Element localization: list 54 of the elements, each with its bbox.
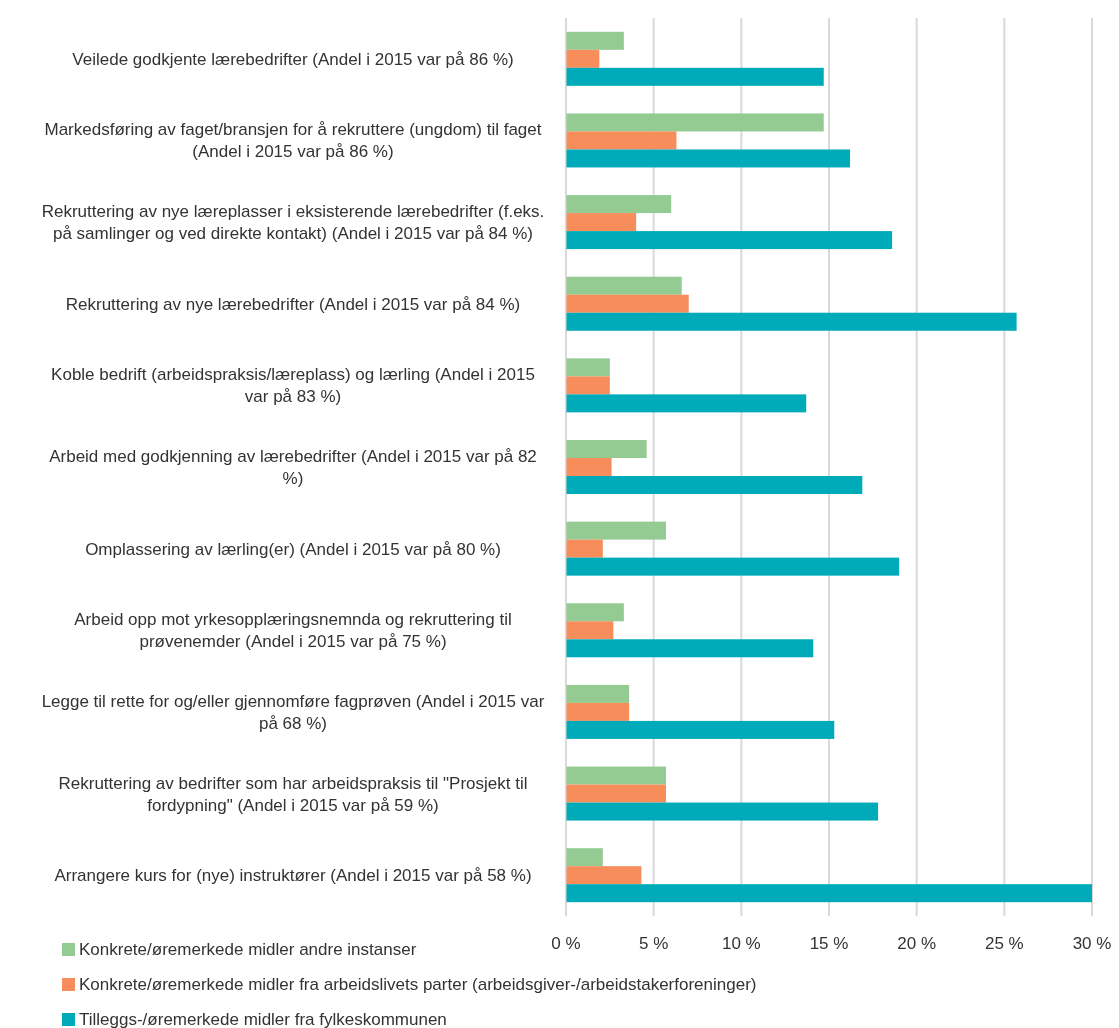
bar: [566, 231, 893, 250]
y-tick-label: Rekruttering av nye lærebedrifter (Andel i 2015 var på 84 %): [65, 294, 521, 314]
bar: [566, 394, 807, 413]
legend-label: Konkrete/øremerkede midler andre instanser: [79, 940, 417, 959]
bar: [566, 67, 824, 86]
bar: [566, 476, 863, 494]
bar: [566, 720, 835, 739]
bar: [566, 521, 666, 540]
bar: [566, 440, 647, 458]
y-tick-label: Rekruttering av nye læreplasser i eksisterende lærebedrifter (f.eks. på samlinger og ved direkte kontakt) (Andel i 2015 var på 84 %): [41, 202, 545, 244]
y-tick-label: Arbeid med godkjenning av lærebedrifter (Andel i 2015 var på 82 %): [49, 447, 537, 488]
legend-label: Tilleggs-/øremerkede midler fra fylkeskommunen: [79, 1010, 447, 1028]
bar: [566, 131, 677, 150]
bar: [566, 684, 630, 703]
bar: [566, 49, 600, 68]
bar: [566, 802, 879, 821]
bar: [566, 195, 672, 214]
x-tick-label: 15 %: [809, 934, 849, 953]
bar: [566, 113, 824, 132]
y-tick-label: Koble bedrift (arbeidspraksis/læreplass) og lærling (Andel i 2015 var på 83 %): [51, 365, 535, 407]
x-tick-label: 25 %: [984, 934, 1024, 953]
x-tick-label: 5 %: [639, 934, 669, 953]
bar: [566, 458, 612, 476]
bar: [566, 884, 1092, 903]
bar: [566, 149, 851, 168]
y-tick-label: Arbeid opp mot yrkesopplæringsnemnda og rekruttering til prøvenemder (Andel i 2015 var på 75 %): [74, 610, 512, 652]
bar: [566, 639, 814, 658]
bar: [566, 312, 1017, 331]
y-tick-label: Omplassering av lærling(er) (Andel i 2015 var på 80 %): [85, 539, 501, 559]
x-tick-label: 20 %: [897, 934, 937, 953]
x-tick-label: 0 %: [551, 934, 581, 953]
bar: [566, 276, 682, 295]
bar: [566, 621, 614, 640]
y-tick-label: Veilede godkjente lærebedrifter (Andel i 2015 var på 86 %): [72, 49, 514, 69]
bar: [566, 766, 666, 785]
bar: [566, 603, 624, 622]
legend-label: Konkrete/øremerkede midler fra arbeidslivets parter (arbeidsgiver-/arbeidstakerforeninger): [79, 975, 757, 994]
bar: [566, 31, 624, 50]
y-tick-label: Legge til rette for og/eller gjennomføre fagprøven (Andel i 2015 var på 68 %): [41, 691, 545, 733]
bar: [566, 213, 637, 232]
y-tick-label: Rekruttering av bedrifter som har arbeidspraksis til "Prosjekt til fordypning" (Andel i 2015 var på 59 %): [58, 773, 528, 815]
bar: [566, 539, 603, 558]
bar: [566, 866, 642, 885]
bar: [566, 557, 900, 576]
bar: [566, 784, 666, 803]
bar: [566, 294, 689, 313]
bar: [566, 376, 610, 395]
bar: [566, 358, 610, 377]
x-tick-label: 10 %: [721, 934, 761, 953]
bar: [566, 848, 603, 867]
y-tick-label: Arrangere kurs for (nye) instruktører (Andel i 2015 var på 58 %): [54, 866, 532, 886]
x-tick-label: 30 %: [1072, 934, 1112, 953]
y-tick-label: Markedsføring av faget/bransjen for å rekruttere (ungdom) til faget (Andel i 2015 var på 86 %): [44, 120, 542, 162]
bar: [566, 702, 630, 721]
